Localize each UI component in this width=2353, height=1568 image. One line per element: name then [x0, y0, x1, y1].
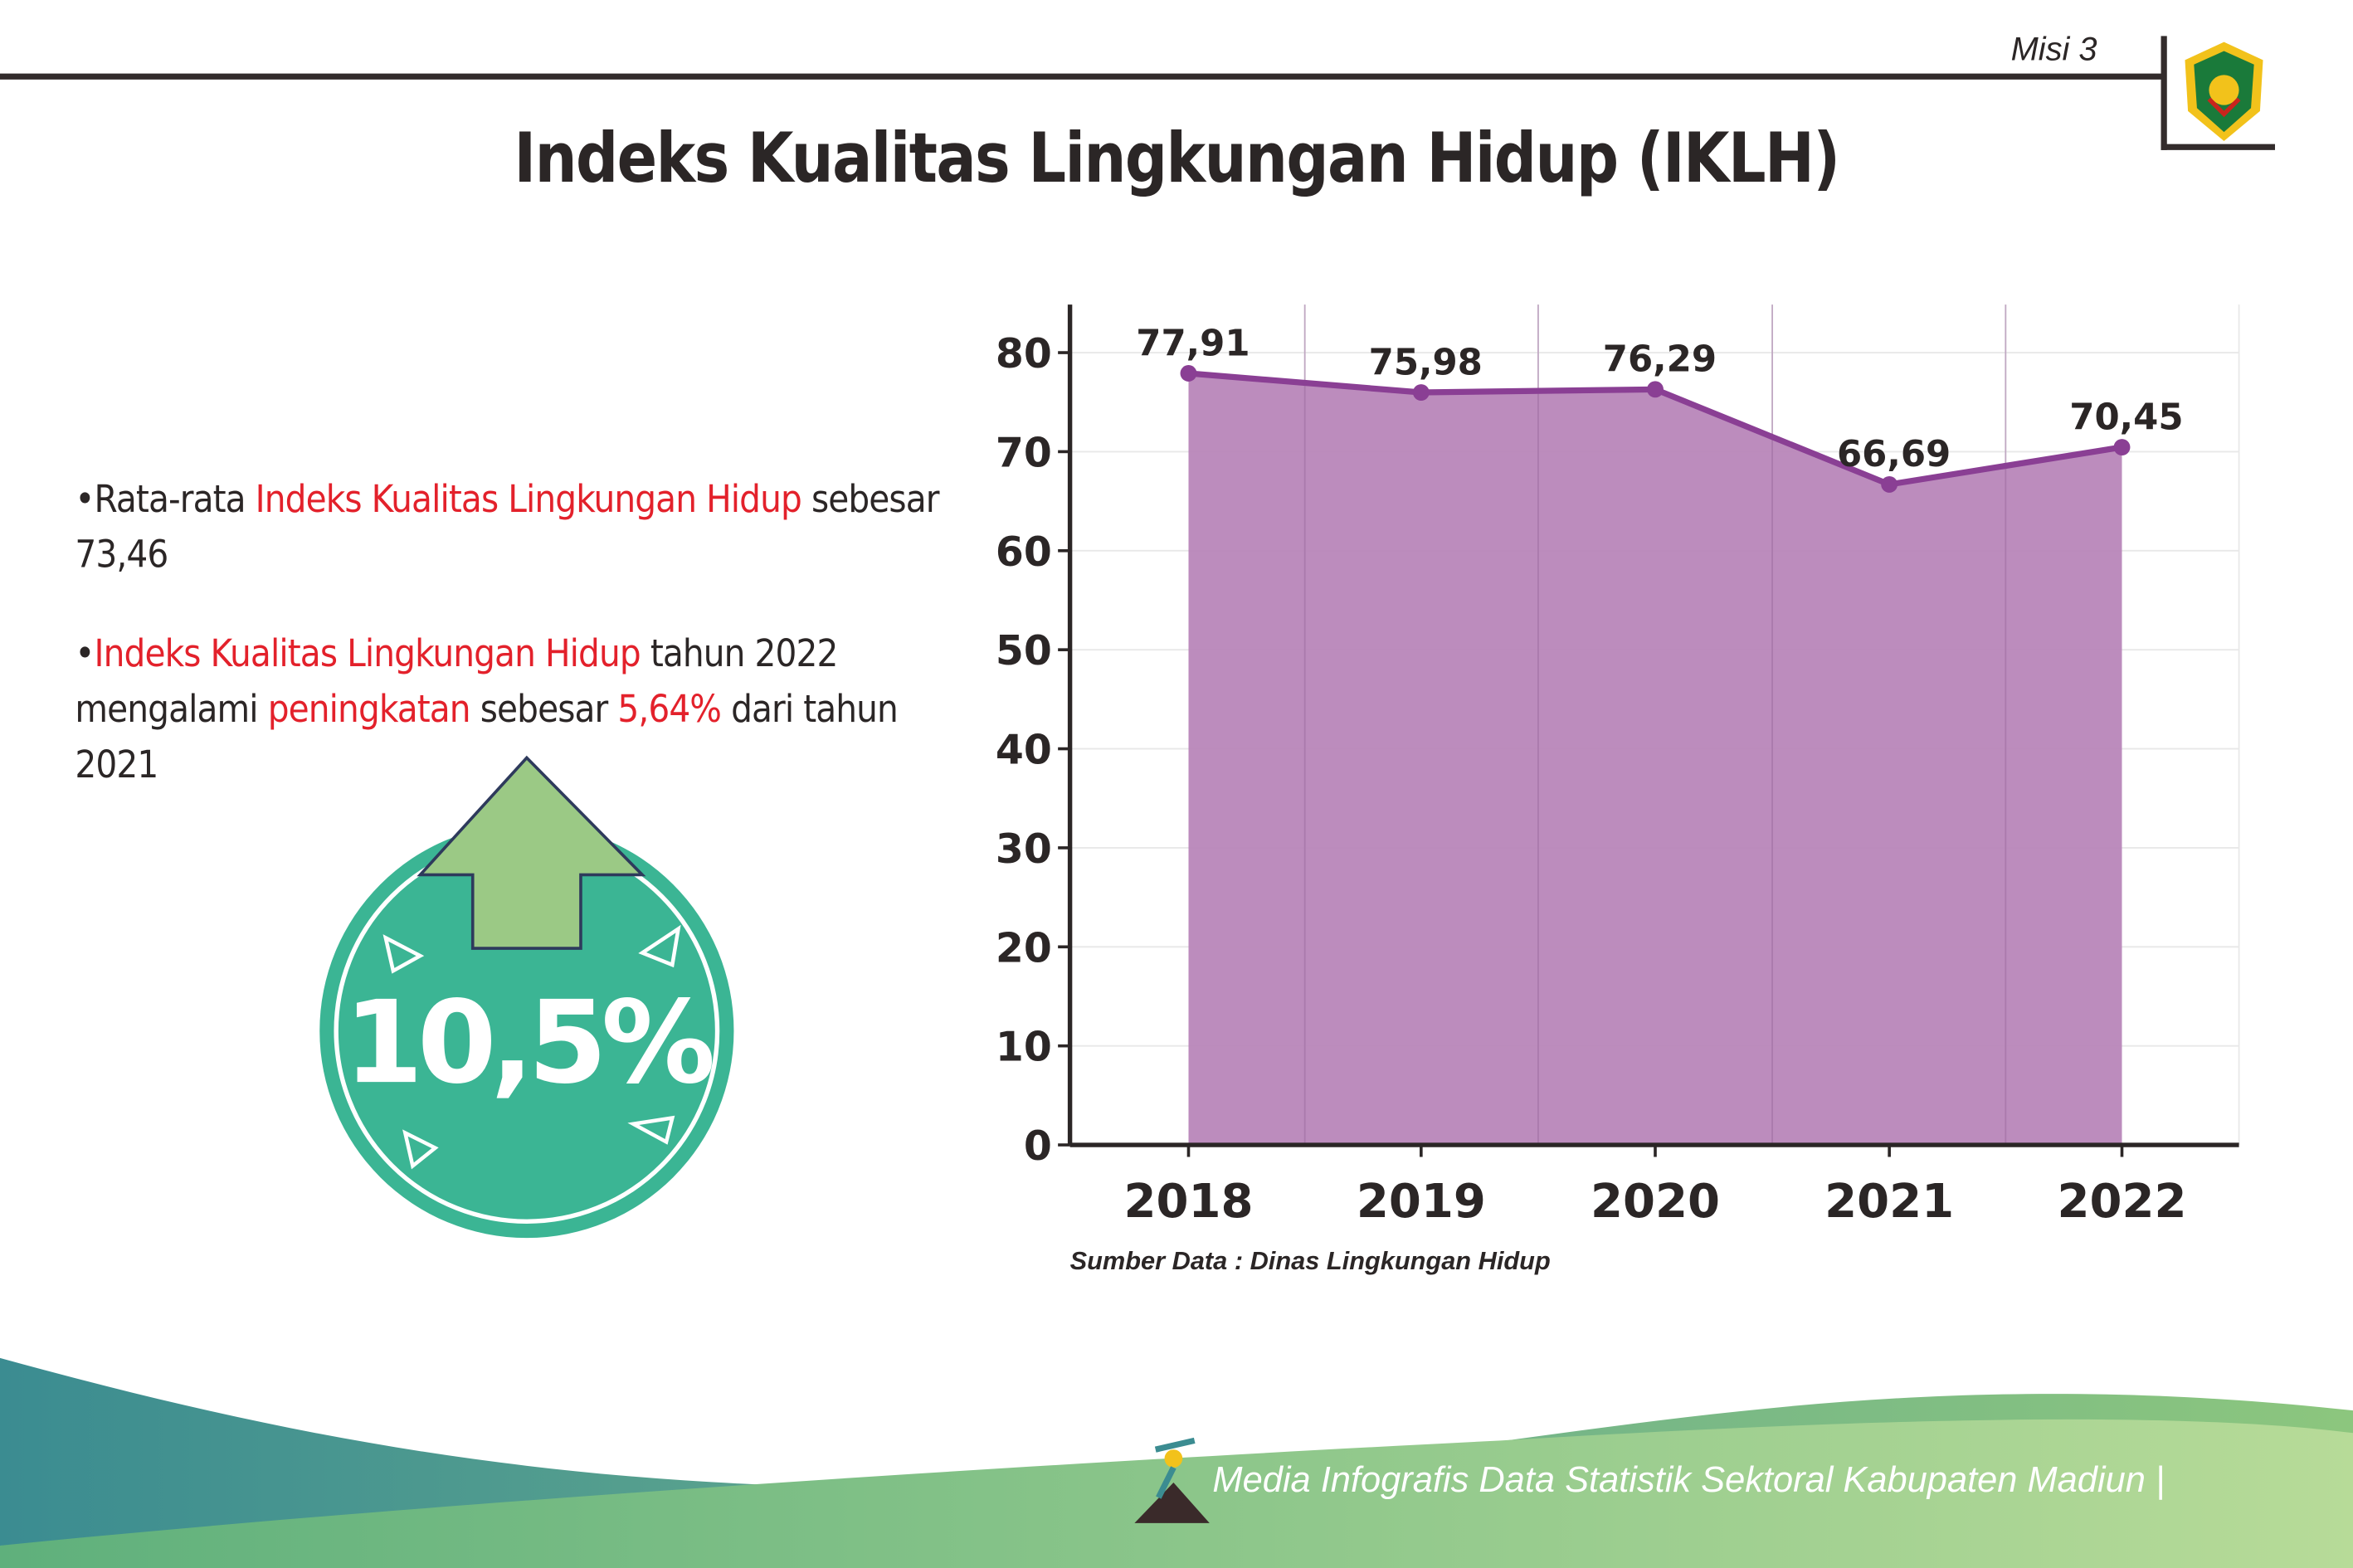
y-tick-label: 70 — [996, 430, 1052, 477]
spark-icon — [638, 924, 681, 968]
x-tick-label: 2019 — [1357, 1175, 1486, 1229]
x-tick-label: 2018 — [1123, 1175, 1253, 1229]
footer-text: Media Infografis Data Statistik Sektoral… — [1212, 1459, 2165, 1501]
y-tick-label: 50 — [996, 627, 1052, 674]
spark-icon — [627, 1115, 675, 1145]
page-title: Indeks Kualitas Lingkungan Hidup (IKLH) — [514, 117, 1840, 198]
y-tick-label: 80 — [996, 330, 1052, 377]
y-tick-label: 60 — [996, 528, 1052, 576]
data-label: 66,69 — [1837, 434, 1951, 475]
header-rule — [0, 73, 2165, 80]
bullet-text: dari tahun 2021 — [75, 687, 898, 786]
iklh-area-chart: 0 10 20 30 40 50 60 70 80 77,91 2018 75,98 2019 76,29… — [996, 304, 2240, 1229]
spark-icon — [402, 1129, 439, 1170]
y-tick-label: 0 — [1024, 1122, 1052, 1170]
bullet-average: •Rata-rata Indeks Kualitas Lingkungan Hi… — [75, 471, 945, 582]
bullet-increase: •Indeks Kualitas Lingkungan Hidup tahun … — [75, 626, 945, 792]
data-point — [1180, 365, 1197, 382]
data-label: 77,91 — [1136, 323, 1250, 364]
data-point — [2113, 439, 2131, 455]
bullet-text: sebesar 73,46 — [75, 477, 939, 577]
bullet-text: sebesar — [470, 687, 618, 731]
spark-icon — [382, 934, 425, 974]
runner-logo-icon — [1134, 1437, 1210, 1523]
area-fill — [1188, 373, 2122, 1146]
footer-wave — [0, 1357, 2353, 1568]
y-tick-label: 20 — [996, 924, 1052, 971]
x-tick-label: 2022 — [2058, 1175, 2187, 1229]
logo-frame — [2161, 36, 2275, 150]
y-tick-label: 10 — [996, 1024, 1052, 1071]
data-label: 70,45 — [2069, 397, 2183, 438]
data-label: 75,98 — [1369, 342, 1483, 383]
arrow-up-icon — [417, 755, 646, 950]
badge-value: 10,5% — [343, 975, 715, 1109]
data-point — [1647, 381, 1664, 398]
data-source: Sumber Data : Dinas Lingkungan Hidup — [1069, 1247, 1551, 1276]
increase-badge — [319, 755, 734, 1239]
data-point — [1412, 384, 1430, 401]
y-tick-label: 30 — [996, 825, 1052, 873]
x-tick-label: 2020 — [1591, 1175, 1720, 1229]
x-tick-label: 2021 — [1824, 1175, 1954, 1229]
bullet-text: tahun 2022 mengalami — [75, 631, 838, 731]
badge-circle — [319, 823, 734, 1239]
data-label: 76,29 — [1603, 339, 1717, 381]
bullet-text: Indeks Kualitas Lingkungan Hidup — [255, 477, 802, 521]
kabupaten-madiun-logo — [2185, 41, 2263, 142]
y-tick-label: 40 — [996, 727, 1052, 774]
data-point — [1881, 475, 1898, 493]
bullet-text: 5,64% — [617, 687, 722, 731]
bullet-text: peningkatan — [267, 687, 471, 731]
mission-label: Misi 3 — [2010, 30, 2097, 68]
bullet-text: • — [75, 631, 95, 675]
bullet-text: •Rata-rata — [75, 477, 256, 521]
bullet-text: Indeks Kualitas Lingkungan Hidup — [94, 631, 641, 675]
